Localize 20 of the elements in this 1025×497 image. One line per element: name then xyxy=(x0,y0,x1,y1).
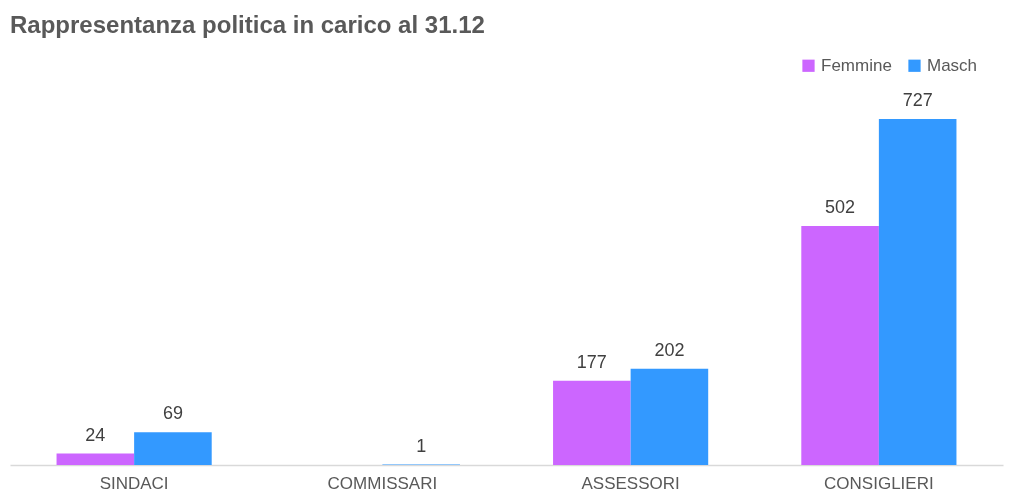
data-label: 727 xyxy=(902,90,933,110)
bar xyxy=(553,380,631,465)
legend-label: Masch xyxy=(927,55,978,75)
data-label: 177 xyxy=(576,351,607,372)
x-tick-label: COMMISSARI xyxy=(327,473,438,493)
data-label: 24 xyxy=(85,424,106,445)
bar xyxy=(134,432,212,465)
legend-label: Femmine xyxy=(821,55,892,75)
bar xyxy=(801,226,879,465)
bar xyxy=(878,119,957,465)
data-label: 69 xyxy=(162,403,183,424)
x-tick-label: CONSIGLIERI xyxy=(824,473,934,493)
bar xyxy=(56,453,135,465)
x-tick-label: SINDACI xyxy=(99,473,169,493)
chart-title: Rappresentanza politica in carico al 31.12 xyxy=(10,11,485,38)
data-label: 1 xyxy=(416,435,427,456)
bar xyxy=(630,368,709,465)
x-tick-label: ASSESSORI xyxy=(581,473,680,493)
data-label: 202 xyxy=(654,339,685,360)
data-label: 502 xyxy=(825,197,856,218)
